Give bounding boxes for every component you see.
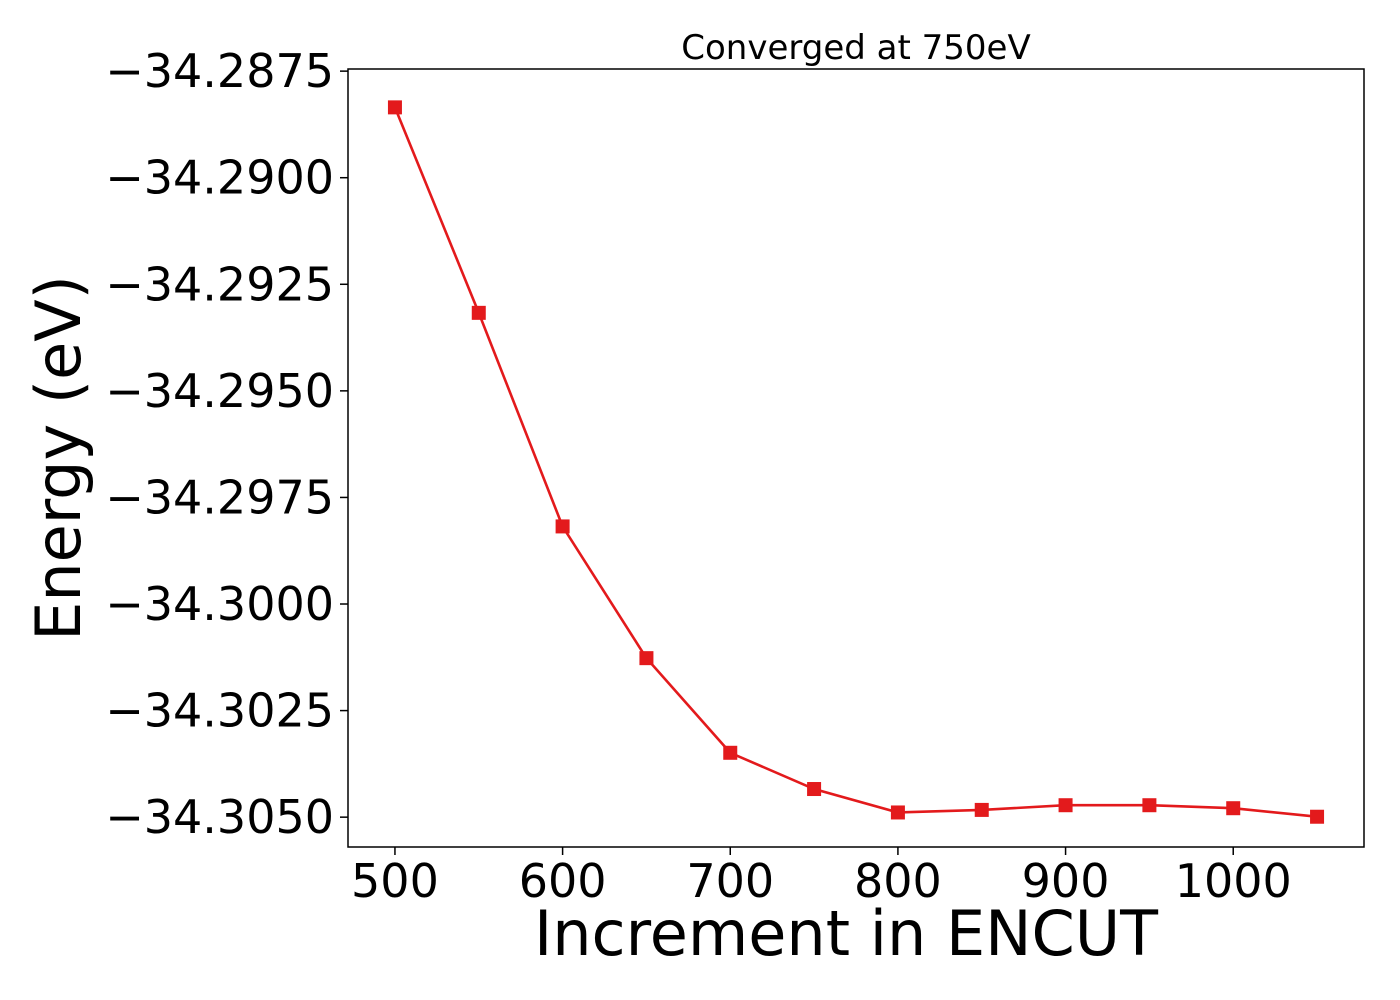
data-point-marker: [555, 519, 570, 534]
data-point-marker: [471, 305, 486, 320]
y-axis-title: Energy (eV): [22, 275, 95, 641]
x-axis-title: Increment in ENCUT: [534, 897, 1159, 970]
series-layer: [387, 100, 1325, 824]
y-tick-label: −34.2875: [105, 44, 334, 98]
y-tick-label: −34.3025: [105, 684, 334, 738]
data-point-marker: [890, 805, 905, 820]
y-axis: −34.2875 −34.2900 −34.2925 −34.2950 −34.2975…: [105, 44, 348, 844]
x-tick-label: 500: [351, 854, 439, 908]
x-tick-label: 900: [1022, 854, 1110, 908]
data-point-marker: [723, 745, 738, 760]
y-tick-label: −34.2950: [105, 364, 334, 418]
data-point-marker: [1310, 809, 1325, 824]
y-tick-label: −34.2925: [105, 257, 334, 311]
y-tick-label: −34.2900: [105, 151, 334, 205]
chart-title: Converged at 750eV: [681, 28, 1030, 68]
data-point-marker: [387, 100, 402, 115]
data-point-marker: [974, 802, 989, 817]
y-tick-label: −34.2975: [105, 470, 334, 524]
y-tick-label: −34.3050: [105, 790, 334, 844]
x-tick-label: 600: [519, 854, 607, 908]
data-point-marker: [1226, 801, 1241, 816]
x-tick-label: 800: [854, 854, 942, 908]
data-point-marker: [639, 651, 654, 666]
x-tick-label: 700: [686, 854, 774, 908]
x-tick-label: 1000: [1175, 854, 1292, 908]
series-line: [393, 106, 1318, 819]
data-point-marker: [1058, 798, 1073, 813]
x-axis: 500 600 700 800 900 1000: [351, 847, 1292, 908]
data-point-marker: [807, 782, 822, 797]
data-point-marker: [1142, 798, 1157, 813]
plot-frame: [347, 68, 1365, 848]
y-tick-label: −34.3000: [105, 577, 334, 631]
